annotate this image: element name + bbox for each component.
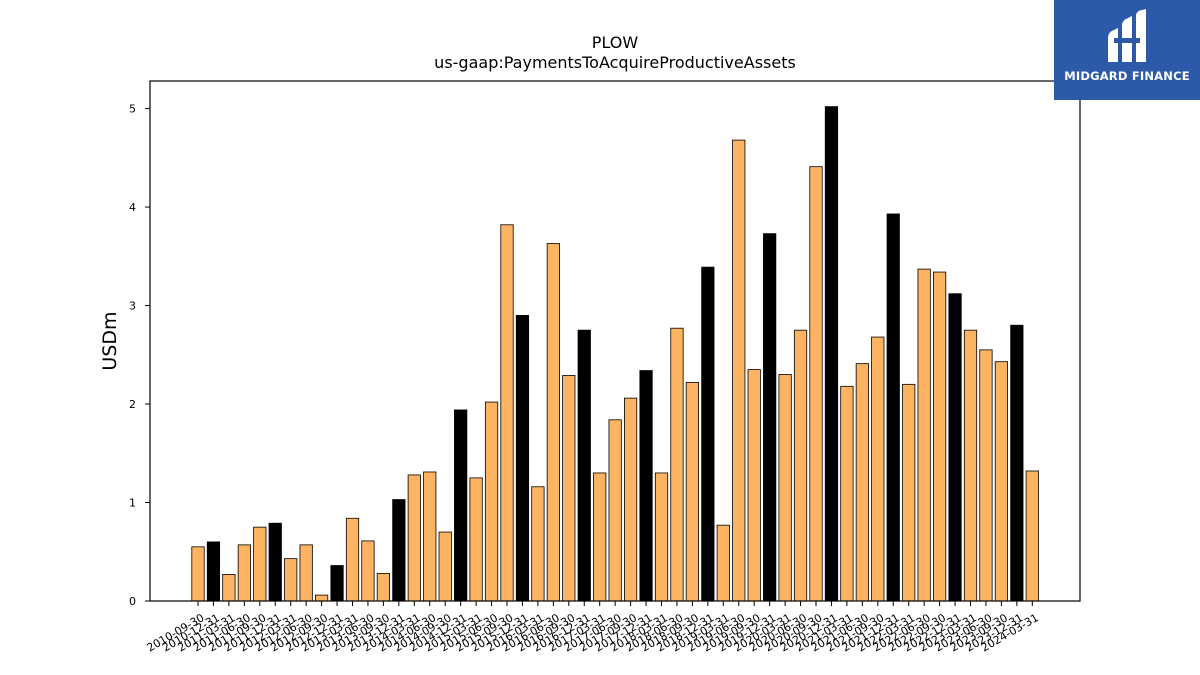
bar-2011-12-31 — [268, 522, 282, 602]
bar-2013-09-30 — [376, 573, 391, 602]
bar-2018-09-30 — [685, 381, 700, 602]
bar-2011-09-30 — [253, 526, 267, 602]
bar-2018-06-30 — [670, 327, 684, 602]
bar-2013-06-30 — [361, 540, 375, 602]
bar-2011-06-30 — [237, 544, 251, 602]
bar-2016-09-30 — [562, 375, 576, 602]
bar-2016-03-31 — [531, 486, 545, 602]
chart-title: PLOW — [592, 33, 639, 52]
logo-text: MIDGARD FINANCE — [1064, 69, 1190, 83]
bar-2012-03-31 — [284, 558, 298, 602]
bar-2021-09-30 — [871, 336, 885, 602]
y-tick-label: 0 — [129, 595, 136, 608]
y-axis-label: USDm — [99, 311, 121, 370]
bar-2023-09-30 — [994, 361, 1009, 602]
bar-2022-06-30 — [917, 268, 931, 602]
bar-2016-06-30 — [546, 243, 560, 602]
bar-2010-12-31 — [206, 541, 221, 602]
bars-group — [191, 106, 1039, 602]
bar-2020-06-30 — [793, 329, 808, 602]
bar-2014-09-30 — [438, 531, 452, 602]
bar-2017-09-30 — [624, 397, 638, 602]
bar-2012-09-30 — [314, 594, 329, 602]
bar-2017-12-31 — [639, 370, 653, 602]
bar-2021-06-30 — [855, 363, 869, 602]
x-axis-ticks: 2010-09-302010-12-312011-03-312011-06-30… — [145, 601, 1041, 654]
bar-2019-03-31 — [716, 524, 730, 602]
y-tick-label: 5 — [129, 103, 136, 116]
bar-2011-03-31 — [222, 574, 236, 602]
bar-2021-03-31 — [840, 385, 854, 602]
midgard-finance-logo: MIDGARD FINANCE — [1054, 0, 1200, 100]
y-tick-label: 1 — [129, 497, 136, 510]
bar-2020-12-31 — [824, 106, 839, 602]
y-axis-ticks: 0 1 2 3 4 5 — [129, 103, 150, 608]
bar-2019-06-30 — [732, 139, 746, 602]
bar-2015-12-31 — [515, 314, 530, 602]
bar-2021-12-31 — [886, 213, 900, 602]
bar-2015-06-30 — [484, 401, 499, 602]
bar-2014-03-31 — [407, 474, 421, 602]
bar-2022-09-30 — [933, 271, 947, 602]
bar-2012-06-30 — [299, 544, 313, 602]
y-tick-label: 2 — [129, 398, 136, 411]
bar-2019-12-31 — [763, 233, 777, 602]
bar-2024-03-31 — [1025, 470, 1039, 602]
bar-2016-12-31 — [577, 329, 591, 602]
bar-2022-03-31 — [902, 383, 916, 602]
midgard-logo-icon — [1108, 9, 1146, 62]
bar-2015-03-31 — [469, 477, 483, 602]
y-tick-label: 4 — [129, 201, 136, 214]
bar-2023-12-31 — [1010, 324, 1024, 602]
y-tick-label: 3 — [129, 300, 136, 313]
bar-2010-09-30 — [191, 546, 205, 602]
bar-2013-03-31 — [345, 517, 360, 602]
chart-subtitle: us-gaap:PaymentsToAcquireProductiveAsset… — [434, 53, 796, 72]
bar-2014-06-30 — [423, 471, 437, 602]
bar-2017-06-30 — [608, 419, 622, 602]
bar-2018-12-31 — [701, 266, 715, 602]
bar-2017-03-31 — [593, 472, 607, 602]
bar-2022-12-31 — [948, 293, 962, 602]
bar-2023-03-31 — [963, 329, 978, 602]
bar-2020-09-30 — [809, 166, 823, 602]
bar-2023-06-30 — [979, 349, 993, 602]
bar-2020-03-31 — [778, 374, 792, 602]
bar-2013-12-31 — [392, 499, 406, 602]
plot-frame — [149, 80, 1081, 602]
bar-2019-09-30 — [747, 369, 761, 602]
bar-2014-12-31 — [454, 409, 468, 602]
bar-2015-09-30 — [500, 224, 514, 602]
bar-2012-12-31 — [330, 565, 344, 602]
bar-2018-03-31 — [654, 472, 669, 602]
